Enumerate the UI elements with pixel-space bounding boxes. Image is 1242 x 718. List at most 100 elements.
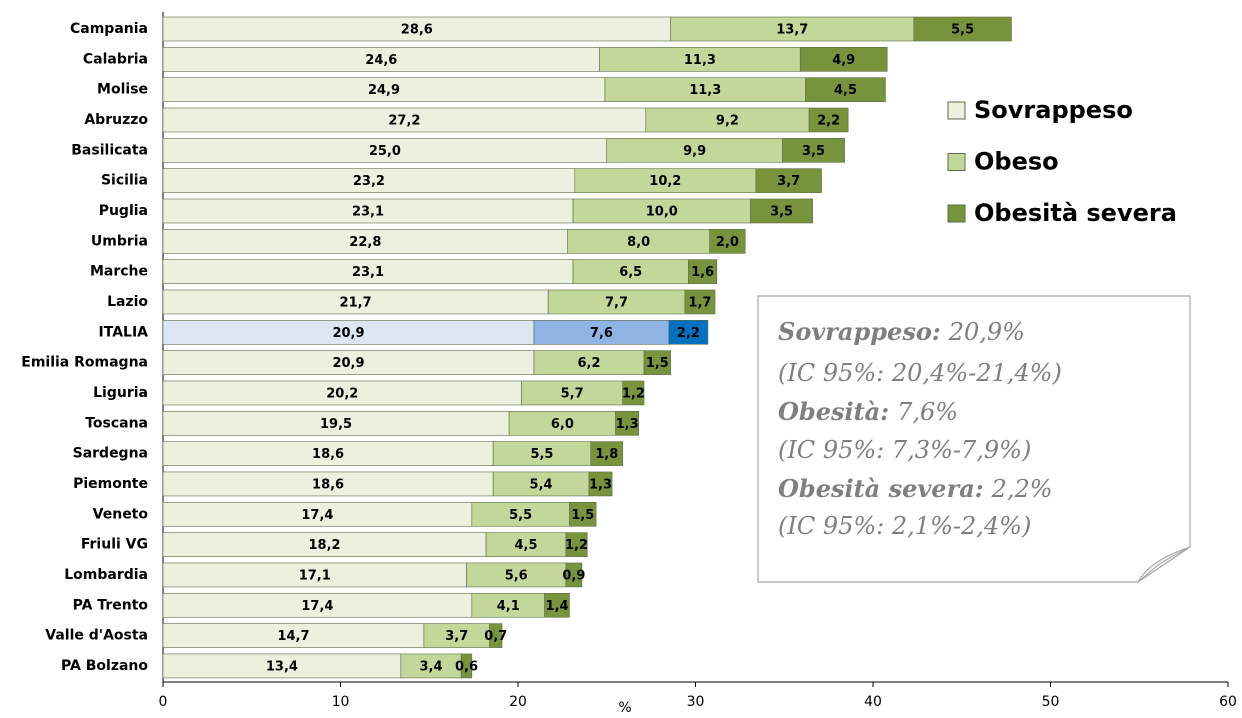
legend-swatch xyxy=(947,204,966,223)
value-label: 2,0 xyxy=(716,235,739,250)
x-tick-label: 30 xyxy=(687,694,705,710)
bar-segment xyxy=(588,471,613,497)
value-label: 21,7 xyxy=(340,295,372,310)
bar-segment xyxy=(670,16,915,42)
value-label: 3,5 xyxy=(802,144,825,159)
category-label: Valle d'Aosta xyxy=(45,628,148,644)
annotation-key: Obesità severa: xyxy=(778,474,984,503)
category-label: Puglia xyxy=(99,203,148,219)
value-label: 3,7 xyxy=(445,629,468,644)
category-label: Liguria xyxy=(93,385,148,401)
value-label: 1,2 xyxy=(565,538,588,553)
value-label: 5,5 xyxy=(951,23,974,38)
value-label: 19,5 xyxy=(320,417,352,432)
bar-segment xyxy=(492,471,590,497)
value-label: 1,8 xyxy=(595,447,618,462)
bar-segment xyxy=(688,259,718,284)
category-label: Molise xyxy=(97,82,148,98)
bar-segment xyxy=(808,107,849,133)
value-label: 4,5 xyxy=(834,83,857,98)
bar-segment xyxy=(162,441,494,466)
annotation-text: (IC 95%: 7,3%-7,9%) xyxy=(778,436,1031,464)
bar-segment xyxy=(162,47,600,72)
bar-segment xyxy=(162,562,467,588)
bar-segment xyxy=(162,653,402,679)
value-label: 24,9 xyxy=(368,83,400,98)
value-label: 2,2 xyxy=(817,113,840,128)
legend-swatch xyxy=(947,153,966,171)
value-label: 8,0 xyxy=(627,235,650,250)
category-label: Lazio xyxy=(107,294,148,310)
bar-segment xyxy=(567,229,711,254)
value-label: 27,2 xyxy=(388,113,420,128)
value-label: 18,2 xyxy=(308,538,340,553)
value-label: 6,5 xyxy=(619,265,642,280)
x-tick-label: 60 xyxy=(1219,694,1237,710)
bar-segment xyxy=(604,77,806,102)
value-label: 11,3 xyxy=(684,53,716,68)
category-label: Emilia Romagna xyxy=(21,355,148,371)
value-label: 1,7 xyxy=(688,295,711,310)
bar-segment xyxy=(590,441,624,466)
bar-segment xyxy=(162,77,606,102)
value-label: 28,6 xyxy=(401,23,433,38)
bar-segment xyxy=(423,623,490,648)
annotation-line: (IC 95%: 2,1%-2,4%) xyxy=(778,512,1031,540)
bar-segment xyxy=(750,198,813,224)
annotation-key: Obesità: xyxy=(778,397,889,426)
bar-segment xyxy=(162,471,494,497)
value-label: 13,7 xyxy=(776,23,808,38)
value-label: 1,5 xyxy=(646,356,669,371)
bar-segment xyxy=(162,229,569,254)
value-label: 9,9 xyxy=(683,144,706,159)
annotation-key: Sovrappeso: xyxy=(778,317,941,346)
x-axis-label: % xyxy=(618,700,631,716)
annotation-line: Sovrappeso: 20,9% xyxy=(778,317,1025,346)
value-label: 18,6 xyxy=(312,477,344,492)
value-label: 14,7 xyxy=(277,629,309,644)
category-label: Piemonte xyxy=(73,476,148,492)
bar-segment xyxy=(565,532,588,557)
category-label: Campania xyxy=(70,21,148,37)
annotation-line: (IC 95%: 20,4%-21,4%) xyxy=(778,359,1062,387)
annotation-text: 7,6% xyxy=(897,398,958,426)
category-label: Umbria xyxy=(91,233,148,249)
value-label: 23,2 xyxy=(353,174,385,189)
value-label: 17,4 xyxy=(301,599,333,614)
value-label: 1,3 xyxy=(616,417,639,432)
bar-segment xyxy=(521,380,624,406)
bar-segment xyxy=(645,107,810,133)
value-label: 1,4 xyxy=(546,599,569,614)
bar-segment xyxy=(460,653,473,679)
legend-label: Obesità severa xyxy=(974,199,1177,227)
x-tick-label: 40 xyxy=(864,694,882,710)
bar-segment xyxy=(162,410,510,436)
category-label: Marche xyxy=(90,264,148,280)
bar-segment xyxy=(162,532,487,557)
value-label: 6,0 xyxy=(551,417,574,432)
bar-segment xyxy=(572,259,689,284)
annotation-text: (IC 95%: 20,4%-21,4%) xyxy=(778,359,1062,387)
value-label: 23,1 xyxy=(352,204,384,219)
bar-segment xyxy=(615,410,640,436)
category-label: Calabria xyxy=(83,51,148,67)
value-label: 10,2 xyxy=(649,174,681,189)
value-label: 0,6 xyxy=(455,659,478,674)
value-label: 3,4 xyxy=(420,659,443,674)
category-label: Friuli VG xyxy=(81,537,148,553)
bar-segment xyxy=(466,562,567,588)
bar-segment xyxy=(782,138,845,163)
bar-segment xyxy=(799,47,888,72)
category-label: PA Trento xyxy=(73,597,149,613)
bar-segment xyxy=(805,77,886,102)
bar-segment xyxy=(643,350,671,375)
value-label: 13,4 xyxy=(266,659,298,674)
annotation-line: Obesità: 7,6% xyxy=(778,397,958,426)
legend-label: Sovrappeso xyxy=(974,96,1133,124)
annotation-text: (IC 95%: 2,1%-2,4%) xyxy=(778,512,1031,540)
legend-label: Obeso xyxy=(974,148,1059,176)
value-label: 18,6 xyxy=(312,447,344,462)
bar-segment xyxy=(572,198,751,224)
bar-segment xyxy=(569,501,597,527)
